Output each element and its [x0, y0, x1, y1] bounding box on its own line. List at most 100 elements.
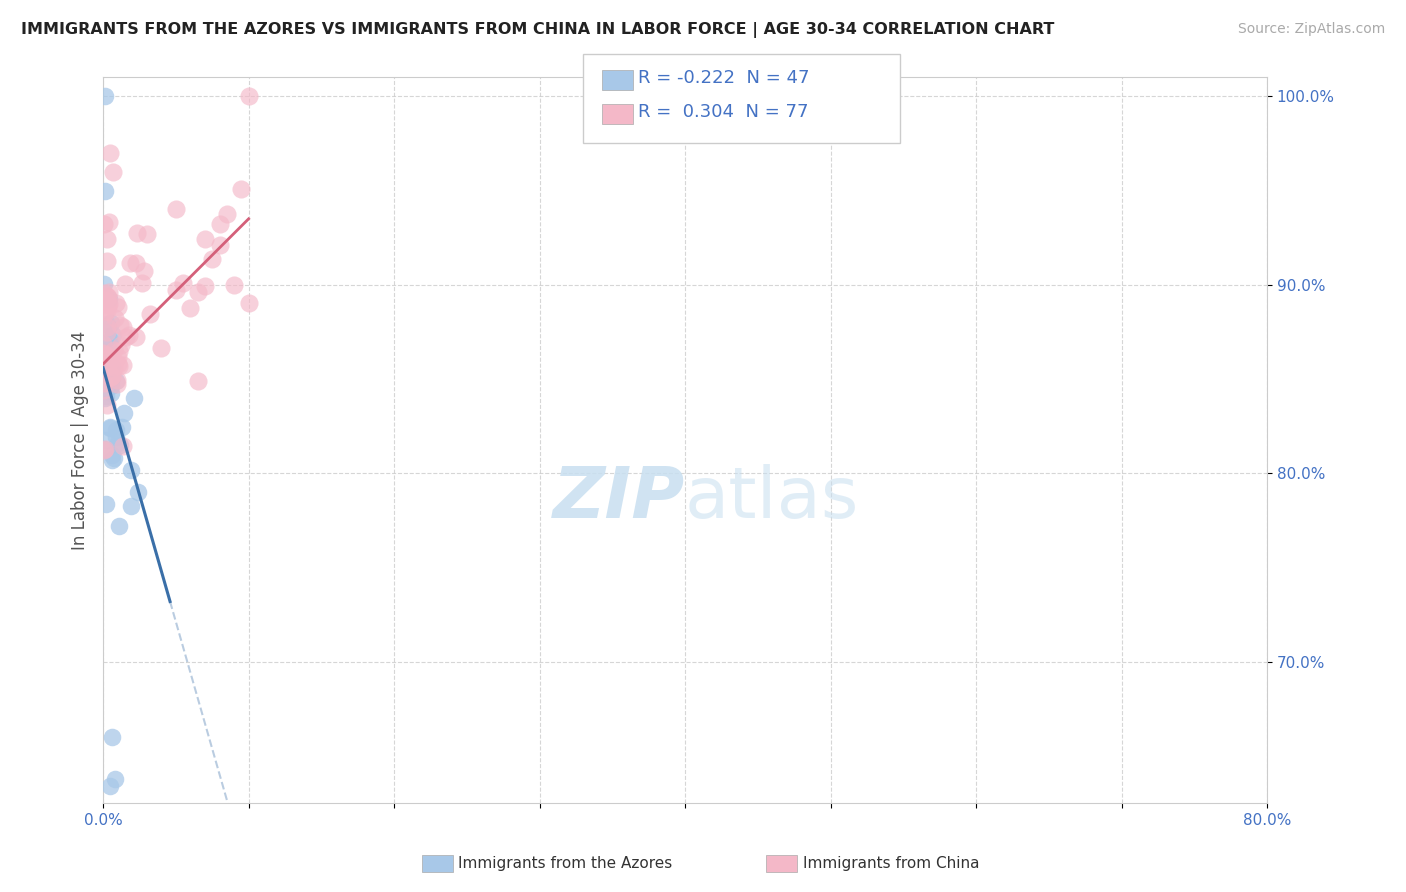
Point — [93, 308, 115, 322]
Point — [104, 772, 127, 786]
Point — [93, 293, 115, 307]
Point — [165, 283, 187, 297]
Point — [100, 357, 122, 371]
Point — [115, 330, 138, 344]
Point — [111, 439, 134, 453]
Point — [125, 256, 148, 270]
Point — [93, 286, 115, 301]
Point — [93, 376, 115, 391]
Point — [120, 499, 142, 513]
Point — [222, 277, 245, 292]
Point — [94, 497, 117, 511]
Point — [120, 463, 142, 477]
Point — [105, 374, 128, 388]
Point — [100, 779, 122, 793]
Point — [94, 389, 117, 403]
Point — [97, 330, 120, 344]
Point — [101, 730, 124, 744]
Point — [101, 327, 124, 342]
Point — [111, 359, 134, 373]
Point — [100, 351, 122, 365]
Y-axis label: In Labor Force | Age 30-34: In Labor Force | Age 30-34 — [72, 331, 89, 550]
Point — [139, 307, 162, 321]
Point — [107, 343, 129, 358]
Point — [97, 370, 120, 384]
Point — [238, 89, 260, 103]
Point — [124, 391, 146, 405]
Point — [105, 296, 128, 310]
Point — [94, 304, 117, 318]
Point — [111, 320, 134, 334]
Point — [208, 237, 231, 252]
Point — [93, 442, 115, 457]
Point — [107, 350, 129, 364]
Point — [111, 420, 134, 434]
Point — [105, 376, 128, 391]
Point — [120, 256, 142, 270]
Point — [97, 363, 120, 377]
Point — [131, 276, 153, 290]
Point — [96, 346, 118, 360]
Point — [104, 310, 127, 325]
Text: atlas: atlas — [685, 464, 859, 533]
Point — [125, 330, 148, 344]
Point — [201, 252, 224, 266]
Point — [208, 217, 231, 231]
Point — [98, 350, 121, 364]
Point — [98, 421, 121, 435]
Point — [96, 348, 118, 362]
Point — [96, 317, 118, 331]
Point — [103, 343, 125, 358]
Point — [97, 290, 120, 304]
Point — [104, 430, 127, 444]
Point — [100, 370, 122, 384]
Point — [97, 297, 120, 311]
Point — [127, 484, 149, 499]
Point — [100, 375, 122, 389]
Point — [96, 398, 118, 412]
Point — [97, 357, 120, 371]
Point — [165, 202, 187, 216]
Text: ZIP: ZIP — [553, 464, 685, 533]
Point — [110, 338, 132, 352]
Point — [97, 297, 120, 311]
Point — [101, 369, 124, 384]
Point — [194, 232, 217, 246]
Point — [96, 232, 118, 246]
Point — [93, 217, 115, 231]
Point — [103, 164, 125, 178]
Text: IMMIGRANTS FROM THE AZORES VS IMMIGRANTS FROM CHINA IN LABOR FORCE | AGE 30-34 C: IMMIGRANTS FROM THE AZORES VS IMMIGRANTS… — [21, 22, 1054, 38]
Point — [98, 420, 121, 434]
Point — [150, 341, 173, 355]
Point — [96, 304, 118, 318]
Point — [97, 215, 120, 229]
Point — [93, 374, 115, 388]
Point — [100, 453, 122, 467]
Point — [112, 406, 135, 420]
Point — [107, 357, 129, 371]
Point — [108, 438, 131, 452]
Point — [100, 145, 122, 160]
Text: Immigrants from the Azores: Immigrants from the Azores — [458, 856, 672, 871]
Point — [105, 423, 128, 437]
Point — [94, 391, 117, 405]
Text: R =  0.304  N = 77: R = 0.304 N = 77 — [638, 103, 808, 120]
Point — [93, 184, 115, 198]
Point — [107, 436, 129, 450]
Point — [96, 289, 118, 303]
Point — [101, 359, 124, 374]
Point — [194, 279, 217, 293]
Point — [93, 442, 115, 456]
Point — [103, 451, 125, 466]
Text: Source: ZipAtlas.com: Source: ZipAtlas.com — [1237, 22, 1385, 37]
Point — [96, 320, 118, 334]
Point — [100, 379, 122, 393]
Point — [98, 292, 121, 306]
Point — [96, 379, 118, 393]
Text: R = -0.222  N = 47: R = -0.222 N = 47 — [638, 69, 810, 87]
Point — [101, 448, 124, 462]
Point — [187, 285, 209, 299]
Point — [179, 301, 201, 315]
Point — [98, 285, 121, 299]
Point — [96, 254, 118, 268]
